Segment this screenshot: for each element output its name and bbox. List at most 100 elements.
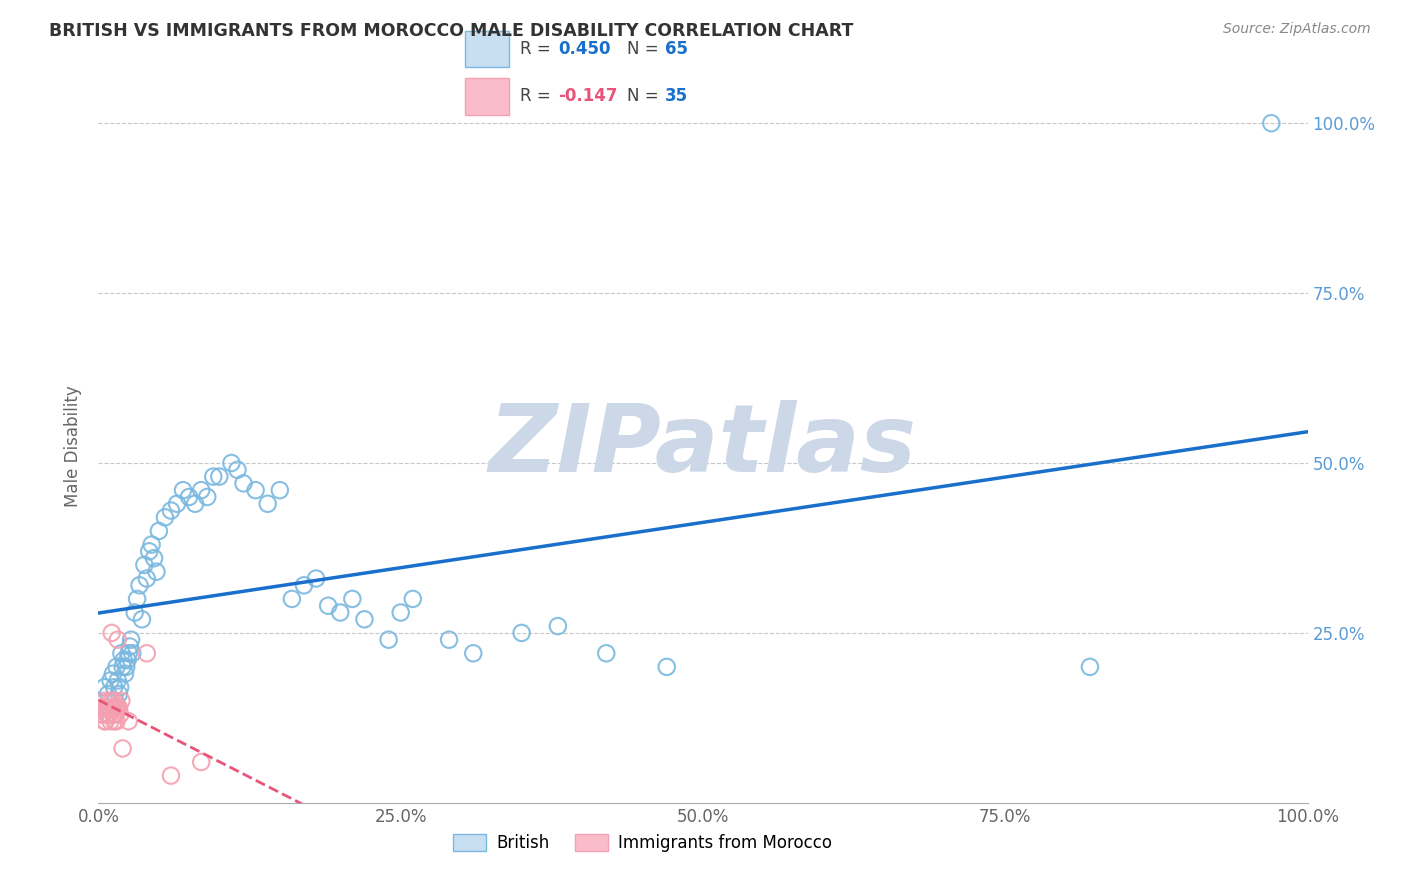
Point xyxy=(160,769,183,783)
Text: 0.450: 0.450 xyxy=(558,40,610,58)
Point xyxy=(101,700,124,714)
Point xyxy=(202,469,225,483)
Point xyxy=(105,700,128,714)
Point xyxy=(377,632,399,647)
Point xyxy=(134,558,156,572)
Point xyxy=(112,653,135,667)
Point xyxy=(172,483,194,498)
Point xyxy=(402,591,425,606)
Point xyxy=(437,632,460,647)
Point xyxy=(148,524,170,538)
Point xyxy=(547,619,569,633)
Text: Source: ZipAtlas.com: Source: ZipAtlas.com xyxy=(1223,22,1371,37)
Point xyxy=(94,714,117,729)
Point xyxy=(93,714,115,729)
Point xyxy=(108,680,131,694)
Text: ZIPatlas: ZIPatlas xyxy=(489,400,917,492)
Point xyxy=(135,572,157,586)
Legend: British, Immigrants from Morocco: British, Immigrants from Morocco xyxy=(447,827,838,859)
Point xyxy=(232,476,254,491)
Point xyxy=(245,483,267,498)
Point xyxy=(292,578,315,592)
Point xyxy=(463,646,485,660)
Point xyxy=(316,599,339,613)
Point xyxy=(96,700,118,714)
Point xyxy=(107,632,129,647)
Point xyxy=(93,694,115,708)
Point xyxy=(353,612,375,626)
Point xyxy=(208,469,231,483)
Text: N =: N = xyxy=(627,40,664,58)
Point xyxy=(269,483,291,498)
Point xyxy=(105,714,128,729)
Point xyxy=(195,490,218,504)
Point xyxy=(91,700,114,714)
Point xyxy=(110,646,132,660)
Point xyxy=(510,626,533,640)
Point xyxy=(100,714,122,729)
Point xyxy=(124,606,146,620)
Point xyxy=(101,666,124,681)
Point xyxy=(120,632,142,647)
Point xyxy=(118,646,141,660)
Point xyxy=(138,544,160,558)
Point xyxy=(115,660,138,674)
Point xyxy=(105,660,128,674)
Point xyxy=(93,680,115,694)
Point xyxy=(96,707,118,722)
Point xyxy=(97,700,120,714)
Point xyxy=(131,612,153,626)
FancyBboxPatch shape xyxy=(465,78,509,114)
Point xyxy=(107,673,129,688)
Point xyxy=(145,565,167,579)
Point xyxy=(329,606,352,620)
Point xyxy=(108,707,131,722)
Point xyxy=(103,714,125,729)
Point xyxy=(98,707,121,722)
Point xyxy=(91,707,114,722)
Point xyxy=(256,497,278,511)
Point xyxy=(118,640,141,654)
Point xyxy=(221,456,243,470)
Point xyxy=(141,537,163,551)
Point xyxy=(97,687,120,701)
Point xyxy=(143,551,166,566)
Point xyxy=(100,700,122,714)
Point xyxy=(166,497,188,511)
Point xyxy=(190,483,212,498)
Point xyxy=(104,694,127,708)
Point xyxy=(226,463,249,477)
Point xyxy=(160,503,183,517)
Point xyxy=(1078,660,1101,674)
FancyBboxPatch shape xyxy=(465,30,509,68)
Text: R =: R = xyxy=(520,87,555,105)
Point xyxy=(114,666,136,681)
Point xyxy=(1260,116,1282,130)
Point xyxy=(108,700,131,714)
Point xyxy=(107,700,129,714)
Point xyxy=(100,673,122,688)
Y-axis label: Male Disability: Male Disability xyxy=(65,385,83,507)
Point xyxy=(101,707,124,722)
Point xyxy=(121,646,143,660)
Point xyxy=(281,591,304,606)
Text: 35: 35 xyxy=(665,87,689,105)
Point xyxy=(305,572,328,586)
Point xyxy=(111,741,134,756)
Point xyxy=(110,694,132,708)
Point xyxy=(595,646,617,660)
Point xyxy=(153,510,176,524)
Point xyxy=(184,497,207,511)
Point xyxy=(342,591,364,606)
Point xyxy=(104,707,127,722)
Point xyxy=(103,694,125,708)
Text: 65: 65 xyxy=(665,40,689,58)
Text: R =: R = xyxy=(520,40,555,58)
Point xyxy=(655,660,678,674)
Point xyxy=(98,694,121,708)
Point xyxy=(100,694,122,708)
Point xyxy=(104,700,127,714)
Point xyxy=(94,700,117,714)
Point xyxy=(108,687,131,701)
Point xyxy=(117,653,139,667)
